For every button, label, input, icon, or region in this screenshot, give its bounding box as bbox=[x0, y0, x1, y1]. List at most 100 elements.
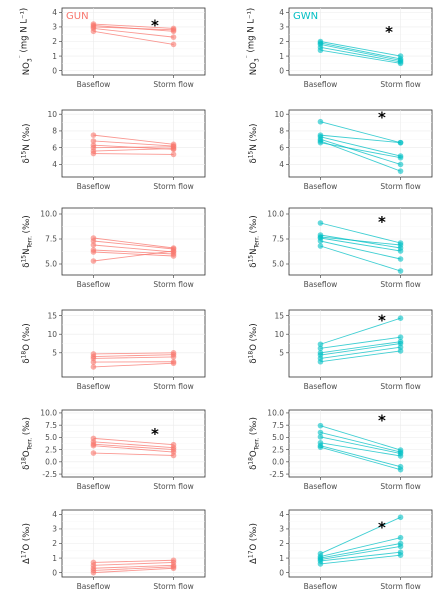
y-axis-title-3: δ15N (‰) bbox=[248, 124, 260, 164]
y-tick-label: 10 bbox=[47, 330, 57, 339]
data-point-6-baseflow bbox=[317, 139, 324, 146]
pair-line-3 bbox=[93, 443, 174, 451]
panel-gwn-row-5: -2.5 0.0 2.5 5.0 7.5 10.0 Baseflow Storm flow * δ… bbox=[248, 409, 433, 491]
y-tick-label: 4 bbox=[52, 160, 57, 169]
pair-line-1 bbox=[320, 121, 401, 144]
pair-line-6 bbox=[320, 446, 401, 471]
pair-line-5 bbox=[93, 251, 174, 257]
x-tick-label: Storm flow bbox=[153, 80, 193, 89]
pair-line-3 bbox=[93, 356, 174, 359]
panel-gwn-row-6: 0 1 2 3 4 Baseflow Storm flow * Δ17O (‰) bbox=[248, 509, 433, 591]
pair-line-4 bbox=[320, 240, 401, 260]
pair-line-4 bbox=[320, 138, 401, 165]
y-tick-label: 2 bbox=[52, 37, 57, 46]
pair-line-5 bbox=[320, 245, 401, 272]
y-axis-title-5: δ15NTerr. (‰) bbox=[248, 215, 261, 267]
data-point-5-storm-flow bbox=[170, 145, 177, 152]
y-tick-label: 1 bbox=[52, 52, 57, 61]
data-point-3-baseflow bbox=[317, 434, 324, 440]
data-point-6-storm-flow bbox=[170, 248, 177, 254]
y-axis-title-2: δ15N (‰) bbox=[21, 124, 33, 164]
pair-line-2 bbox=[93, 240, 174, 250]
y-tick-label: 7.5 bbox=[272, 421, 284, 430]
y-tick-label: 0.0 bbox=[45, 458, 57, 467]
y-tick-label: 5.0 bbox=[272, 260, 284, 269]
panel-label: GWN bbox=[293, 11, 318, 22]
pair-line-5 bbox=[320, 551, 401, 562]
y-axis-title-1: NO3⁻ (mg N L⁻¹) bbox=[245, 8, 261, 75]
y-tick-label: 15 bbox=[274, 311, 284, 320]
pair-line-2 bbox=[320, 537, 401, 558]
x-tick-label: Storm flow bbox=[380, 182, 420, 191]
pair-line-4 bbox=[93, 146, 174, 149]
pair-line-5 bbox=[320, 49, 401, 64]
data-point-5-storm-flow bbox=[170, 41, 177, 48]
pair-line-6 bbox=[320, 236, 401, 246]
pair-line-4 bbox=[93, 445, 174, 453]
x-tick-label: Baseflow bbox=[77, 280, 111, 289]
pair-line-2 bbox=[320, 432, 401, 453]
pair-line-3 bbox=[320, 341, 401, 354]
y-tick-label: 7.5 bbox=[272, 235, 284, 244]
pair-line-6 bbox=[93, 250, 174, 262]
y-axis-title-11: Δ17O (‰) bbox=[248, 523, 260, 564]
significance-asterisk: * bbox=[378, 108, 386, 126]
pair-line-4 bbox=[93, 566, 174, 571]
pair-line-5 bbox=[320, 346, 401, 359]
significance-asterisk: * bbox=[378, 412, 386, 430]
panel-gun-row-5: -2.5 0.0 2.5 5.0 7.5 10.0 Baseflow Storm flow * δ… bbox=[21, 409, 206, 491]
panel-gwn-row-4: 5 10 15 Baseflow Storm flow * δ18O (‰) bbox=[248, 309, 433, 391]
significance-asterisk: * bbox=[151, 425, 159, 443]
y-axis-title-4: δ15NTerr. (‰) bbox=[21, 215, 34, 267]
y-tick-label: 10 bbox=[47, 110, 57, 119]
significance-asterisk: * bbox=[151, 16, 159, 34]
data-point-1-baseflow bbox=[317, 422, 324, 429]
pair-line-6 bbox=[93, 153, 174, 155]
pair-line-3 bbox=[93, 26, 174, 31]
data-point-3-baseflow bbox=[90, 242, 97, 248]
data-point-3-storm-flow bbox=[170, 354, 177, 360]
pair-line-4 bbox=[320, 545, 401, 560]
y-tick-label: 4 bbox=[279, 160, 284, 169]
y-axis-title-10: Δ17O (‰) bbox=[21, 523, 33, 564]
data-point-5-baseflow bbox=[90, 364, 97, 370]
pair-line-2 bbox=[93, 561, 174, 566]
y-tick-label: 0 bbox=[52, 568, 57, 577]
pair-line-3 bbox=[320, 43, 401, 61]
pair-line-3 bbox=[93, 564, 174, 569]
x-tick-label: Storm flow bbox=[380, 280, 420, 289]
y-tick-label: 2.5 bbox=[45, 445, 57, 454]
data-point-4-baseflow bbox=[90, 442, 97, 449]
y-tick-label: 1 bbox=[279, 52, 284, 61]
pair-line-1 bbox=[320, 516, 401, 555]
pair-line-4 bbox=[320, 442, 401, 457]
data-point-2-baseflow bbox=[317, 345, 324, 352]
x-tick-label: Baseflow bbox=[77, 582, 111, 591]
y-tick-label: 8 bbox=[279, 127, 284, 136]
y-axis-title-8: δ18OTerr. (‰) bbox=[21, 417, 34, 470]
pair-line-3 bbox=[320, 436, 401, 454]
data-point-1-baseflow bbox=[317, 341, 324, 348]
y-tick-label: 15 bbox=[47, 311, 57, 320]
pair-line-3 bbox=[320, 136, 401, 157]
pair-line-1 bbox=[93, 352, 174, 355]
data-point-1-baseflow bbox=[317, 118, 324, 125]
panel-frame bbox=[288, 109, 433, 178]
data-point-5-storm-flow bbox=[397, 168, 404, 174]
pair-line-3 bbox=[320, 237, 401, 252]
data-point-5-storm-flow bbox=[397, 268, 404, 274]
pair-line-5 bbox=[93, 30, 174, 45]
data-point-6-baseflow bbox=[317, 561, 324, 567]
data-point-4-storm-flow bbox=[397, 543, 404, 550]
y-tick-label: 5.0 bbox=[272, 433, 284, 442]
panel-frame bbox=[61, 207, 206, 276]
y-axis-title-7: δ18O (‰) bbox=[248, 323, 260, 363]
pair-line-3 bbox=[93, 244, 174, 253]
data-point-6-baseflow bbox=[317, 234, 324, 240]
significance-asterisk: * bbox=[385, 23, 393, 41]
pair-line-3 bbox=[320, 543, 401, 559]
pair-line-5 bbox=[93, 148, 174, 152]
pair-line-6 bbox=[320, 554, 401, 565]
y-tick-label: 2 bbox=[279, 37, 284, 46]
data-point-5-baseflow bbox=[90, 450, 97, 456]
